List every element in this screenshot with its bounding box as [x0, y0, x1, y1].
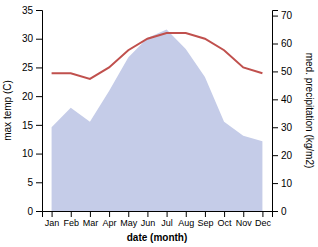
tick-label: Feb: [63, 218, 79, 228]
tick: 30: [272, 122, 293, 133]
tick-label: 0: [281, 206, 287, 217]
tick: 10: [22, 148, 42, 159]
line: [52, 33, 263, 79]
tick-label: 20: [22, 91, 34, 102]
tick-label: 30: [22, 33, 34, 44]
tick-mark: [36, 211, 42, 212]
tick-label: 10: [22, 148, 34, 159]
plot: JanFeb Mar AprMayJun Jul AugSep OctNovDec 0 5 10…: [22, 5, 293, 229]
tick: 25: [22, 62, 42, 73]
tick: 70: [272, 10, 293, 21]
tick-mark: [243, 211, 244, 217]
y2-axis-line: [273, 11, 279, 212]
area: [52, 30, 263, 211]
tick-label: Jun: [141, 218, 156, 228]
tick-mark: [272, 183, 278, 184]
tick-label: 10: [281, 178, 293, 189]
tick-mark: [205, 211, 206, 217]
tick-mark: [52, 211, 53, 217]
tick-mark: [272, 127, 278, 128]
tick: Jun: [141, 211, 156, 228]
tick-mark: [71, 211, 72, 217]
x-axis-line: [43, 212, 273, 218]
tick-label: 15: [22, 120, 34, 131]
tick-label: 50: [281, 66, 293, 77]
tick-mark: [90, 211, 91, 217]
tick-label: 5: [27, 177, 33, 188]
tick-label: 25: [22, 62, 34, 73]
tick: Jul: [161, 211, 173, 228]
tick-label: Oct: [218, 218, 233, 228]
tick-label: Sep: [197, 218, 213, 228]
tick-mark: [147, 211, 148, 217]
tick: 5: [27, 177, 42, 188]
tick-label: Jul: [161, 218, 173, 228]
tick: 15: [22, 120, 42, 131]
marks: [52, 30, 263, 211]
tick-mark: [36, 125, 42, 126]
tick: Apr: [103, 211, 117, 228]
tick: Jan: [45, 211, 60, 228]
tick-mark: [186, 211, 187, 217]
tick-mark: [272, 44, 278, 45]
tick-mark: [167, 211, 168, 217]
tick: Dec: [255, 211, 272, 228]
tick-mark: [272, 71, 278, 72]
tick-label: 35: [22, 5, 34, 16]
tick: 20: [272, 150, 293, 161]
tick: 30: [22, 33, 42, 44]
y2-axis: 0 10 20 30 40 50 60 70: [272, 10, 293, 216]
tick: 0: [272, 206, 287, 217]
y2-axis-title: med. precipitation (kg/m2): [304, 53, 315, 169]
tick-mark: [109, 211, 110, 217]
tick-mark: [36, 154, 42, 155]
tick-mark: [272, 211, 278, 212]
tick-mark: [262, 211, 263, 217]
tick: 35: [22, 5, 42, 16]
y-axis-title: max temp (C): [2, 80, 13, 141]
tick-mark: [272, 155, 278, 156]
tick: Aug: [178, 211, 194, 228]
tick: 0: [27, 206, 42, 217]
tick: 50: [272, 66, 293, 77]
tick-label: Jan: [45, 218, 60, 228]
tick-label: Apr: [103, 218, 117, 228]
x-axis-title: date (month): [127, 232, 188, 243]
tick-mark: [224, 211, 225, 217]
tick-label: 30: [281, 122, 293, 133]
tick-mark: [36, 96, 42, 97]
tick-label: Dec: [255, 218, 272, 228]
tick-mark: [272, 16, 278, 17]
tick-label: Mar: [83, 218, 99, 228]
tick-label: 0: [27, 206, 33, 217]
tick: May: [120, 211, 138, 228]
tick: Oct: [218, 211, 233, 228]
tick-label: Aug: [178, 218, 194, 228]
y-axis-line: [36, 11, 43, 212]
tick: Nov: [236, 211, 253, 228]
tick-label: 70: [281, 10, 293, 21]
tick-mark: [36, 10, 42, 11]
tick-mark: [36, 67, 42, 68]
y-axis: 0 5 10 15 20 25 30 35: [22, 5, 43, 217]
tick-label: 40: [281, 94, 293, 105]
chart: JanFeb Mar AprMayJun Jul AugSep OctNovDec 0 5 10…: [0, 0, 318, 247]
tick-mark: [36, 39, 42, 40]
tick-mark: [272, 99, 278, 100]
x-axis: JanFeb Mar AprMayJun Jul AugSep OctNovDec: [43, 211, 273, 228]
tick: Feb: [63, 211, 79, 228]
tick-label: Nov: [236, 218, 253, 228]
tick-mark: [128, 211, 129, 217]
tick: Mar: [83, 211, 99, 228]
tick-label: 60: [281, 38, 293, 49]
tick: 10: [272, 178, 293, 189]
tick-label: 20: [281, 150, 293, 161]
tick-mark: [36, 182, 42, 183]
tick: 60: [272, 38, 293, 49]
tick: 40: [272, 94, 293, 105]
tick: Sep: [197, 211, 213, 228]
tick-label: May: [120, 218, 138, 228]
tick: 20: [22, 91, 42, 102]
